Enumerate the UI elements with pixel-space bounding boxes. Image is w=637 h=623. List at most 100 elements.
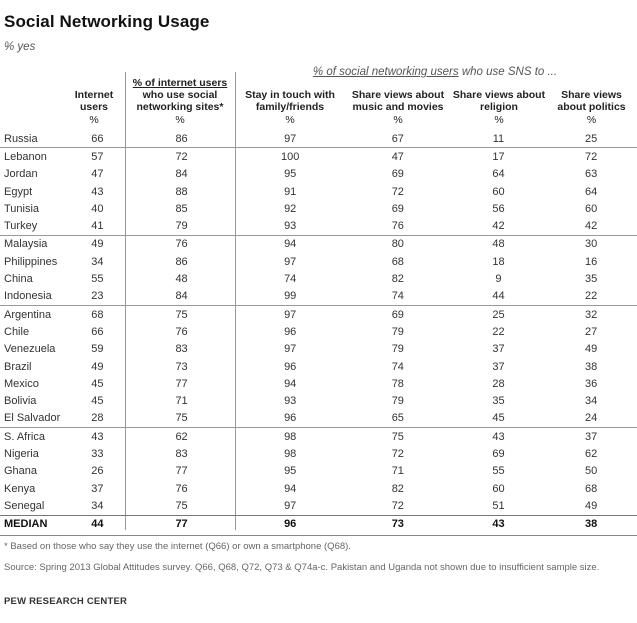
table-body: Russia 66 86 97 67 11 25 Lebanon 57 72 100 47 17 72 Jo… (0, 130, 637, 533)
country-cell: Nigeria (4, 447, 39, 460)
country-cell: Russia (4, 132, 38, 145)
country-cell: Jordan (4, 168, 38, 181)
value-cell: 33 (91, 447, 104, 460)
value-cell: 69 (344, 304, 452, 324)
country-cell: Chile (4, 325, 30, 338)
country-cell: El Salvador (4, 412, 61, 425)
value-cell: 68 (585, 482, 598, 495)
header-music-label: Share views about music and movies (351, 89, 445, 113)
header-religion-label: Share views about religion (452, 89, 546, 113)
value-cell: 38 (545, 514, 637, 533)
value-cell: 38 (585, 360, 598, 373)
value-cell: 72 (391, 447, 404, 460)
value-cell: 45 (91, 395, 104, 408)
value-cell: 79 (175, 220, 188, 233)
value-cell: 35 (585, 273, 598, 286)
header-stay-label: Stay in touch with family/friends (245, 89, 335, 113)
value-cell: 82 (391, 482, 404, 495)
table-row: Chile 66 76 96 79 22 27 (0, 323, 637, 340)
value-cell: 96 (284, 325, 297, 338)
country-cell: Kenya (4, 482, 36, 495)
value-cell: 75 (126, 304, 237, 324)
divider-vertical-2 (235, 72, 236, 530)
country-cell: Philippines (4, 255, 58, 268)
value-cell: 72 (545, 147, 637, 166)
value-cell: 74 (391, 360, 404, 373)
value-cell: 43 (451, 514, 546, 533)
data-table: Russia 66 86 97 67 11 25 Lebanon 57 72 100 47 17 72 Jo… (0, 130, 637, 533)
value-cell: 49 (91, 360, 104, 373)
value-cell: 91 (284, 185, 297, 198)
value-cell: 75 (344, 427, 452, 446)
value-cell: 71 (175, 395, 188, 408)
value-cell: 76 (126, 234, 237, 254)
sns-group-label: % of social networking users who use SNS… (236, 66, 634, 78)
value-cell: 97 (284, 132, 297, 145)
value-cell: 18 (492, 255, 505, 268)
footnote: * Based on those who say they use the in… (4, 541, 351, 552)
value-cell: 86 (175, 132, 188, 145)
value-cell: 94 (284, 377, 297, 390)
value-cell: 68 (391, 255, 404, 268)
value-cell: 69 (391, 168, 404, 181)
value-cell: 85 (175, 202, 188, 215)
value-cell: 69 (492, 447, 505, 460)
value-cell: 75 (175, 412, 188, 425)
value-cell: 97 (284, 499, 297, 512)
value-cell: 63 (585, 168, 598, 181)
country-cell: Senegal (4, 499, 45, 512)
header-music-movies: Share views about music and movies % (344, 89, 452, 126)
value-cell: 78 (391, 377, 404, 390)
value-cell: 59 (91, 343, 104, 356)
median-row: MEDIAN 44 77 96 73 43 38 (0, 514, 637, 533)
value-cell: 76 (391, 220, 404, 233)
value-cell: 26 (91, 465, 104, 478)
value-cell: 96 (236, 514, 345, 533)
value-cell: 95 (284, 168, 297, 181)
value-cell: 84 (175, 168, 188, 181)
value-cell: 40 (91, 202, 104, 215)
table-row: Kenya 37 76 94 82 60 68 (0, 480, 637, 497)
value-cell: 37 (545, 427, 637, 446)
table-row: Jordan 47 84 95 69 64 63 (0, 166, 637, 183)
value-cell: 43 (451, 427, 546, 446)
source-note: Source: Spring 2013 Global Attitudes sur… (4, 562, 600, 573)
country-cell: Argentina (0, 304, 68, 324)
value-cell: 97 (236, 304, 345, 324)
value-cell: 28 (492, 377, 505, 390)
value-cell: 98 (284, 447, 297, 460)
value-cell: 79 (391, 325, 404, 338)
country-cell: Tunisia (4, 202, 40, 215)
value-cell: 86 (175, 255, 188, 268)
value-cell: 55 (91, 273, 104, 286)
table-row: Bolivia 45 71 93 79 35 34 (0, 392, 637, 409)
value-cell: 92 (284, 202, 297, 215)
value-cell: 23 (91, 290, 104, 303)
value-cell: 56 (492, 202, 505, 215)
value-cell: 62 (585, 447, 598, 460)
value-cell: 37 (492, 343, 505, 356)
header-politics-pct: % (586, 114, 597, 126)
header-internet-pct: % (89, 114, 99, 126)
value-cell: 72 (391, 499, 404, 512)
country-cell: Lebanon (0, 147, 68, 166)
value-cell: 60 (492, 185, 505, 198)
value-cell: 47 (91, 168, 104, 181)
value-cell: 9 (495, 273, 502, 286)
value-cell: 99 (284, 290, 297, 303)
group-label-rest: who use SNS to ... (458, 66, 558, 78)
table-row: Russia 66 86 97 67 11 25 (0, 130, 637, 148)
table-row: Lebanon 57 72 100 47 17 72 (0, 147, 637, 166)
value-cell: 82 (391, 273, 404, 286)
value-cell: 44 (492, 290, 505, 303)
page-title: Social Networking Usage (4, 12, 210, 31)
value-cell: 25 (451, 304, 546, 324)
value-cell: 93 (284, 220, 297, 233)
group-label-underlined: % of social networking users (312, 66, 459, 78)
country-cell: Mexico (4, 377, 39, 390)
header-music-pct: % (393, 114, 403, 126)
value-cell: 94 (236, 234, 345, 254)
value-cell: 45 (91, 377, 104, 390)
country-cell: Indonesia (4, 290, 52, 303)
header-sns-label-rest: who use social networking sites* (136, 89, 224, 113)
